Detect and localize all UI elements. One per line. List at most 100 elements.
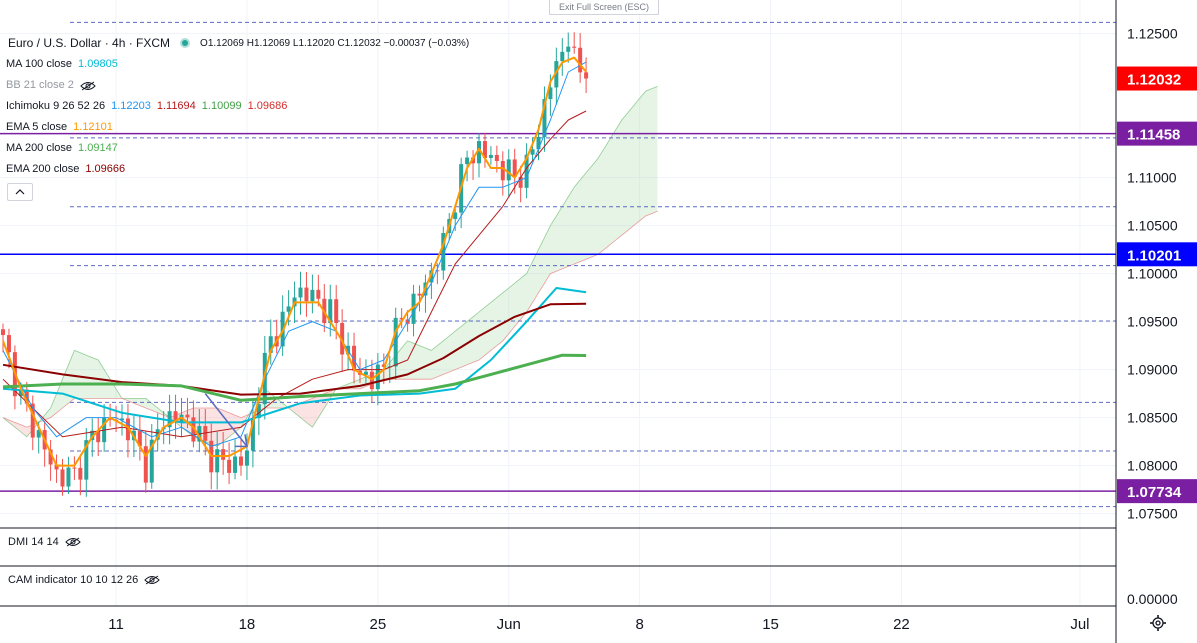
candle-body [244,450,249,466]
ema200-line [2,302,587,396]
cloud-segment [74,350,81,399]
candle-body [500,161,505,181]
cloud-segment [211,408,218,447]
cloud-segment [223,410,230,442]
x-tick-label: 22 [893,616,910,633]
candle-body [548,87,553,100]
ma200-line [2,353,587,402]
symbol-title[interactable]: Euro / U.S. Dollar · 4h · FXCM [8,36,171,50]
candle-body [518,176,523,188]
candle-body [340,322,345,355]
cloud-segment [645,88,652,216]
time-axis: 11 18 25 Jun 8 15 22 Jul [108,616,1089,633]
candle-body [268,336,273,353]
candle-body [1,329,5,336]
candle-body [191,417,196,442]
eye-hidden-icon[interactable] [144,575,160,585]
cloud-segment [586,165,593,260]
legend-item[interactable]: Ichimoku 9 26 52 26 1.12203 1.11694 1.10099… [6,96,293,117]
cloud-segment [276,398,283,408]
candle-body [48,449,53,465]
y-tick-label: 1.09000 [1127,362,1178,378]
legend-item-value: 1.12203 [111,100,151,112]
x-tick-label: 18 [239,616,256,633]
cloud-segment [556,206,563,272]
candle-body [18,389,23,397]
x-tick-label: 15 [762,616,779,633]
cloud-segment [532,249,539,303]
ohlc-values: O1.12069 H1.12069 L1.12020 C1.12032 −0.0… [200,37,470,49]
cloud-segment [520,273,527,320]
kijun-line [2,110,587,438]
cloud-segment [318,393,325,418]
legend-item-name: MA 200 close [6,142,73,154]
cloud-segment [514,278,521,327]
candle-body [477,141,481,164]
cloud-segment [229,412,236,437]
price-badge-label: 1.10201 [1127,247,1181,264]
candle-body [334,299,339,323]
candle-body [173,411,178,422]
cloud-segment [574,180,581,264]
legend-item[interactable]: EMA 200 close 1.09666 [6,159,293,180]
chart-grid [0,0,1116,606]
cam-pane-label[interactable]: CAM indicator 10 10 12 26 [8,574,160,586]
candle-body [6,335,11,353]
candle-body [375,364,380,390]
legend-item-name: BB 21 close 2 [6,79,74,91]
candle-body [399,317,404,320]
candle-body [429,270,434,283]
cloud-segment [603,139,610,250]
x-tick-label: Jul [1070,616,1089,633]
cloud-segment [484,302,491,356]
candle-body [584,72,589,79]
cloud-segment [86,355,93,399]
cloud-segment [562,196,569,269]
legend-item[interactable]: MA 100 close 1.09805 [6,54,293,75]
exit-fullscreen-button[interactable]: Exit Full Screen (ESC) [549,0,659,15]
trend-arrow [204,393,248,448]
legend-item[interactable]: BB 21 close 2 [6,75,293,96]
candle-body [149,439,154,483]
candle-body [298,287,303,298]
cloud-segment [401,340,408,380]
candle-body [30,403,35,438]
candle-body [435,270,440,272]
eye-hidden-icon[interactable] [65,537,81,547]
legend-collapse-button[interactable] [7,183,33,201]
ma100-line [2,287,587,424]
dmi-pane-label[interactable]: DMI 14 14 [8,536,81,548]
y-tick-label: 1.08000 [1127,458,1178,474]
arrow-head [234,434,248,448]
cloud-segment [294,403,301,418]
candle-body [471,157,476,164]
dmi-label: DMI 14 14 [8,536,59,548]
candle-body [453,212,458,220]
candle-body [560,51,565,62]
x-tick-label: 25 [370,616,387,633]
cloud-segment [50,393,57,418]
gear-icon[interactable] [1149,614,1167,632]
candle-body [328,299,333,324]
candle-body [536,136,541,150]
candle-body [239,456,243,466]
legend-item-name: EMA 5 close [6,121,68,133]
candle-body [512,159,517,177]
cloud-segment [615,120,622,240]
candle-body [286,306,291,312]
legend-item-value: 1.09666 [85,163,126,175]
price-axis: 1.07500 1.08000 1.08500 1.09000 1.09500 1.100… [1127,26,1178,522]
candle-body [542,99,547,137]
eye-hidden-icon[interactable] [80,81,96,91]
cloud-segment [496,292,503,346]
market-status-icon [180,38,191,48]
legend-item[interactable]: EMA 5 close 1.12101 [6,117,293,138]
candle-body [554,61,559,88]
candle-body [36,430,41,438]
candle-body [506,159,511,181]
legend-item[interactable]: MA 200 close 1.09147 [6,138,293,159]
cloud-segment [246,408,253,418]
cloud-segment [14,422,21,432]
y-tick-label: 1.10500 [1127,218,1178,234]
